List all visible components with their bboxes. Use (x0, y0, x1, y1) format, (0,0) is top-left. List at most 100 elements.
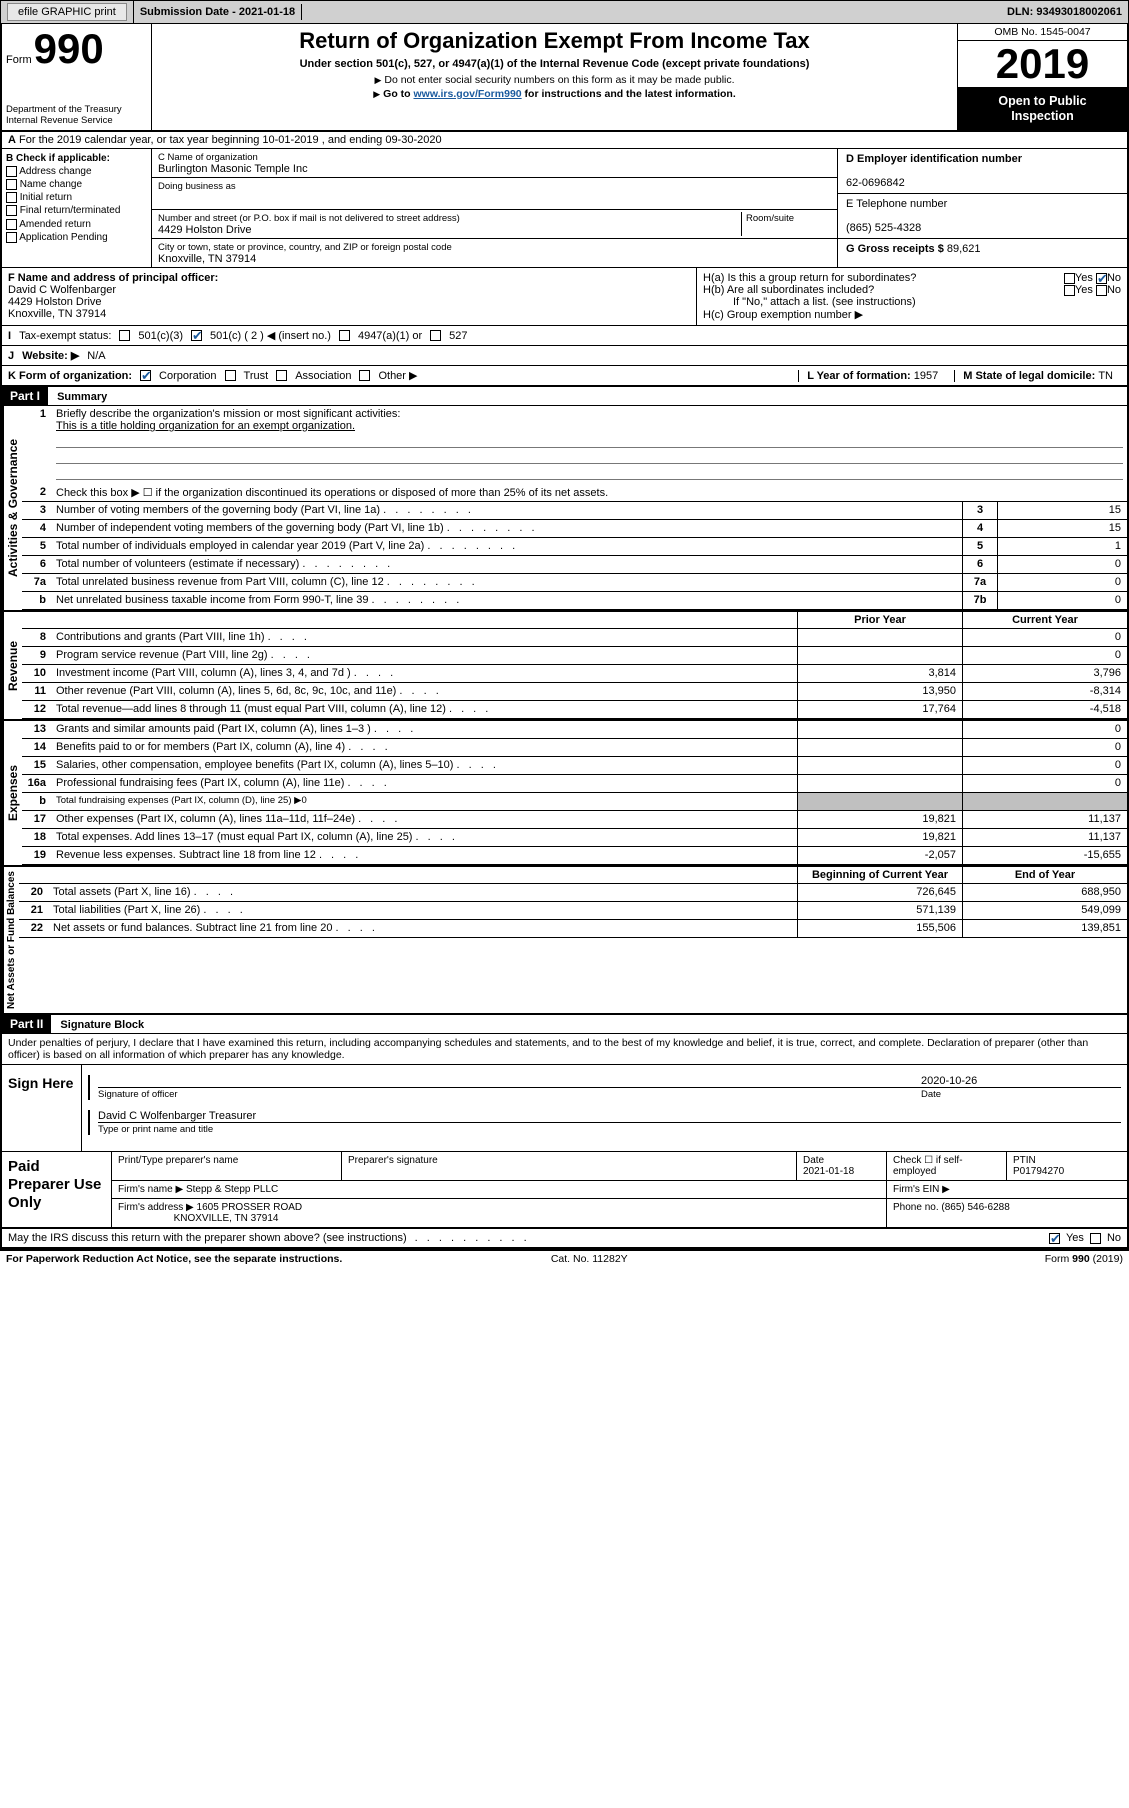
governance-section: Activities & Governance 1 Briefly descri… (2, 406, 1127, 612)
hb-text: H(b) Are all subordinates included? (703, 284, 874, 296)
i-label: Tax-exempt status: (19, 330, 111, 342)
row-14: 14 Benefits paid to or for members (Part… (22, 739, 1127, 757)
firm-name: Stepp & Stepp PLLC (186, 1184, 278, 1195)
gov-row-5: 5 Total number of individuals employed i… (22, 538, 1127, 556)
row-18: 18 Total expenses. Add lines 13–17 (must… (22, 829, 1127, 847)
efile-print-button[interactable]: efile GRAPHIC print (7, 3, 127, 21)
ptin-value: P01794270 (1013, 1166, 1064, 1177)
org-name: Burlington Masonic Temple Inc (158, 163, 308, 175)
name-title-label: Type or print name and title (98, 1122, 1121, 1135)
gross-label: G Gross receipts $ (846, 243, 947, 255)
sign-date: 2020-10-26 (921, 1075, 1121, 1087)
cb-trust[interactable] (225, 370, 236, 381)
cb-initial-return[interactable]: Initial return (6, 192, 147, 203)
sub-date-value: 2021-01-18 (239, 6, 295, 18)
dept2: Internal Revenue Service (6, 115, 113, 126)
officer-city: Knoxville, TN 37914 (8, 308, 106, 320)
cb-501c[interactable] (191, 330, 202, 341)
row-9: 9 Program service revenue (Part VIII, li… (22, 647, 1127, 665)
cb-527[interactable] (430, 330, 441, 341)
firm-ein-label: Firm's EIN ▶ (887, 1181, 1127, 1198)
line16b: Total fundraising expenses (Part IX, col… (52, 793, 797, 810)
gov-row-4: 4 Number of independent voting members o… (22, 520, 1127, 538)
cb-assoc[interactable] (276, 370, 287, 381)
part1-title: Summary (51, 389, 113, 405)
paid-preparer-block: Paid Preparer Use Only Print/Type prepar… (2, 1152, 1127, 1229)
row-17: 17 Other expenses (Part IX, column (A), … (22, 811, 1127, 829)
street-label: Number and street (or P.O. box if mail i… (158, 213, 460, 224)
cb-name-change[interactable]: Name change (6, 179, 147, 190)
firm-addr2: KNOXVILLE, TN 37914 (174, 1213, 279, 1224)
firm-phone-label: Phone no. (893, 1202, 941, 1213)
note2-post: for instructions and the latest informat… (522, 88, 736, 100)
gov-row-3: 3 Number of voting members of the govern… (22, 502, 1127, 520)
section-i: I Tax-exempt status: 501(c)(3) 501(c) ( … (2, 326, 1127, 346)
self-employed-cb[interactable]: Check ☐ if self-employed (887, 1152, 1007, 1180)
room-label: Room/suite (746, 213, 794, 224)
submission-date: Submission Date - 2021-01-18 (134, 4, 302, 20)
b-label: B Check if applicable: (6, 153, 110, 164)
row-20: 20 Total assets (Part X, line 16) . . . … (19, 884, 1127, 902)
sig-date-label: Date (921, 1087, 1121, 1100)
note-link: Go to www.irs.gov/Form990 for instructio… (160, 88, 949, 100)
note-ssn: Do not enter social security numbers on … (160, 74, 949, 86)
col-end: End of Year (962, 867, 1127, 883)
cb-other[interactable] (359, 370, 370, 381)
public-inspection: Open to Public Inspection (958, 88, 1127, 130)
section-h: H(a) Is this a group return for subordin… (697, 268, 1127, 325)
mission-text: This is a title holding organization for… (56, 420, 355, 432)
section-m: M State of legal domicile: TN (954, 370, 1121, 382)
cb-discuss-no[interactable] (1090, 1233, 1101, 1244)
row-16a: 16a Professional fundraising fees (Part … (22, 775, 1127, 793)
dln: DLN: 93493018002061 (1001, 4, 1128, 20)
ein-label: D Employer identification number (846, 153, 1022, 165)
h-b: H(b) Are all subordinates included? Yes … (703, 284, 1121, 296)
vlabel-net: Net Assets or Fund Balances (2, 867, 19, 1013)
footer-left: For Paperwork Reduction Act Notice, see … (6, 1253, 342, 1265)
header-title-block: Return of Organization Exempt From Incom… (152, 24, 957, 130)
cb-discuss-yes[interactable] (1049, 1233, 1060, 1244)
cb-amended[interactable]: Amended return (6, 219, 147, 230)
cb-app-pending[interactable]: Application Pending (6, 232, 147, 243)
public1: Open to Public (998, 94, 1086, 108)
note2-pre: Go to (383, 88, 413, 100)
gov-row-7b: b Net unrelated business taxable income … (22, 592, 1127, 610)
section-b: B Check if applicable: Address change Na… (2, 149, 152, 267)
line2-text: Check this box ▶ ☐ if the organization d… (52, 484, 1127, 501)
c-name-label: C Name of organization (158, 152, 258, 163)
gross-value: 89,621 (947, 243, 981, 255)
f-label: F Name and address of principal officer: (8, 272, 218, 284)
col-prior: Prior Year (797, 612, 962, 628)
cb-address-change[interactable]: Address change (6, 166, 147, 177)
section-c: C Name of organization Burlington Masoni… (152, 149, 837, 267)
website-value: N/A (87, 350, 105, 362)
form990-link[interactable]: www.irs.gov/Form990 (413, 88, 521, 100)
form-no-big: 990 (34, 28, 104, 70)
irs-discuss-line: May the IRS discuss this return with the… (2, 1229, 1127, 1249)
dln-label: DLN: (1007, 6, 1036, 18)
form-title: Return of Organization Exempt From Incom… (160, 28, 949, 54)
ha-text: H(a) Is this a group return for subordin… (703, 272, 916, 284)
header-left: Form 990 Department of the Treasury Inte… (2, 24, 152, 130)
irs-discuss-q: May the IRS discuss this return with the… (8, 1232, 407, 1244)
col-current: Current Year (962, 612, 1127, 628)
form-header: Form 990 Department of the Treasury Inte… (2, 24, 1127, 132)
prep-name-hdr: Print/Type preparer's name (112, 1152, 342, 1180)
cb-final-return[interactable]: Final return/terminated (6, 205, 147, 216)
line1-label: Briefly describe the organization's miss… (56, 408, 400, 420)
cb-corp[interactable] (140, 370, 151, 381)
officer-sign-name: David C Wolfenbarger Treasurer (98, 1110, 1121, 1122)
street-value: 4429 Holston Drive (158, 224, 252, 236)
paid-label: Paid Preparer Use Only (2, 1152, 112, 1227)
cb-4947[interactable] (339, 330, 350, 341)
prep-date-hdr: Date (803, 1155, 824, 1166)
phone-label: E Telephone number (846, 198, 947, 210)
part1-label: Part I (2, 387, 48, 405)
h-c: H(c) Group exemption number ▶ (703, 308, 1121, 321)
col-begin: Beginning of Current Year (797, 867, 962, 883)
city-value: Knoxville, TN 37914 (158, 253, 256, 265)
firm-phone: (865) 546-6288 (941, 1202, 1009, 1213)
cb-501c3[interactable] (119, 330, 130, 341)
firm-addr1: 1605 PROSSER ROAD (197, 1202, 303, 1213)
perjury-declaration: Under penalties of perjury, I declare th… (2, 1034, 1127, 1065)
